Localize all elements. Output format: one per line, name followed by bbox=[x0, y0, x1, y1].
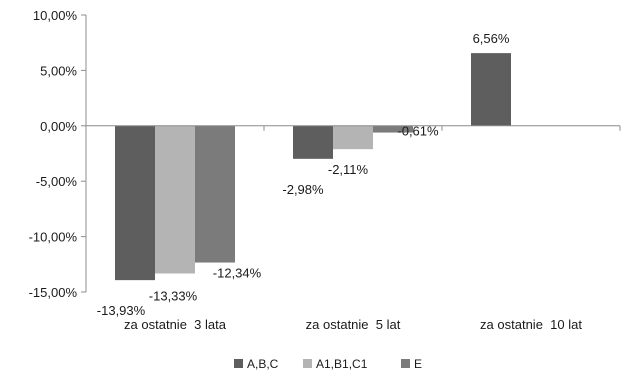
legend-label: E bbox=[414, 357, 422, 371]
data-label-1-2: -2,98% bbox=[282, 182, 324, 197]
data-labels-layer: -13,93% -2,98% 6,56% -13,33% -2,11% -12,34% -0… bbox=[97, 31, 510, 318]
legend-swatch bbox=[401, 359, 410, 368]
category-label: za ostatnie 5 lat bbox=[306, 317, 401, 332]
y-tick-label: 5,00% bbox=[40, 63, 77, 78]
y-axis: 10,00% 5,00% 0,00% -5,00% -10,00% -15,00% bbox=[29, 8, 87, 300]
y-tick-label: -5,00% bbox=[36, 174, 78, 189]
y-tick-label: -10,00% bbox=[29, 230, 78, 245]
y-tick-label: 0,00% bbox=[40, 119, 77, 134]
data-label-2-1: -13,33% bbox=[149, 288, 198, 303]
bar-2-2 bbox=[333, 125, 373, 150]
bar-1-2 bbox=[293, 125, 333, 159]
data-label-1-3: 6,56% bbox=[473, 31, 510, 46]
bar-3-1 bbox=[195, 125, 235, 263]
category-labels: za ostatnie 3 lata za ostatnie 5 lat za os… bbox=[124, 317, 582, 332]
y-tick-label: -15,00% bbox=[29, 285, 78, 300]
bar-1-1 bbox=[115, 125, 155, 281]
legend: A,B,C A1,B1,C1 E bbox=[234, 357, 422, 371]
legend-swatch bbox=[234, 359, 243, 368]
bar-3-2 bbox=[373, 125, 413, 133]
data-label-1-1: -13,93% bbox=[97, 303, 146, 318]
data-label-2-2: -2,11% bbox=[328, 162, 369, 177]
category-label: za ostatnie 3 lata bbox=[124, 317, 227, 332]
category-label: za ostatnie 10 lat bbox=[480, 317, 582, 332]
data-label-3-2: -0,61% bbox=[397, 124, 439, 139]
bar-2-1 bbox=[155, 125, 195, 274]
y-tick-label: 10,00% bbox=[33, 8, 78, 23]
legend-label: A,B,C bbox=[247, 357, 279, 371]
legend-swatch bbox=[303, 359, 312, 368]
bar-1-3 bbox=[471, 53, 511, 126]
legend-label: A1,B1,C1 bbox=[316, 357, 368, 371]
bars-layer bbox=[115, 53, 511, 281]
data-label-3-1: -12,34% bbox=[213, 266, 262, 281]
zero-axis-line bbox=[85, 125, 621, 131]
